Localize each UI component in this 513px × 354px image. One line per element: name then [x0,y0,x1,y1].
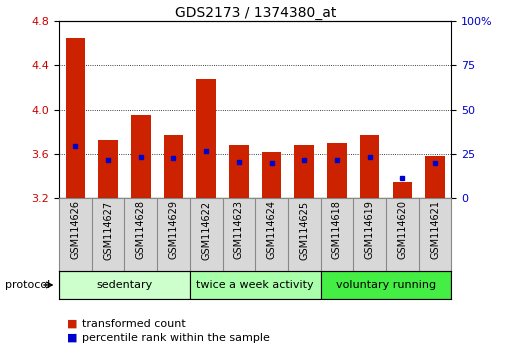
Bar [425,156,445,198]
Text: GSM114618: GSM114618 [332,200,342,259]
Text: GSM114620: GSM114620 [398,200,407,259]
Bar [164,135,183,198]
Text: voluntary running: voluntary running [336,280,436,290]
Text: GSM114619: GSM114619 [365,200,374,259]
Bar [131,115,150,198]
Bar [321,271,451,299]
Bar [229,145,249,198]
Bar [59,271,190,299]
Text: twice a week activity: twice a week activity [196,280,314,290]
Bar [392,182,412,198]
Text: GSM114629: GSM114629 [168,200,179,259]
Text: GSM114621: GSM114621 [430,200,440,259]
Bar [196,79,216,198]
Text: GSM114624: GSM114624 [267,200,277,259]
Text: GSM114623: GSM114623 [234,200,244,259]
Bar [66,38,85,198]
Text: sedentary: sedentary [96,280,152,290]
Text: ■: ■ [67,333,77,343]
Text: GSM114628: GSM114628 [136,200,146,259]
Text: protocol: protocol [5,280,50,290]
Bar [294,145,314,198]
Text: percentile rank within the sample: percentile rank within the sample [82,333,270,343]
Bar [327,143,347,198]
Text: GSM114622: GSM114622 [201,200,211,259]
Bar [360,135,380,198]
Bar [262,152,281,198]
Text: GSM114626: GSM114626 [70,200,81,259]
Text: transformed count: transformed count [82,319,186,329]
Bar [98,139,118,198]
Text: GSM114625: GSM114625 [299,200,309,259]
Title: GDS2173 / 1374380_at: GDS2173 / 1374380_at [174,6,336,20]
Text: ■: ■ [67,319,77,329]
Text: GSM114627: GSM114627 [103,200,113,259]
Bar [190,271,321,299]
